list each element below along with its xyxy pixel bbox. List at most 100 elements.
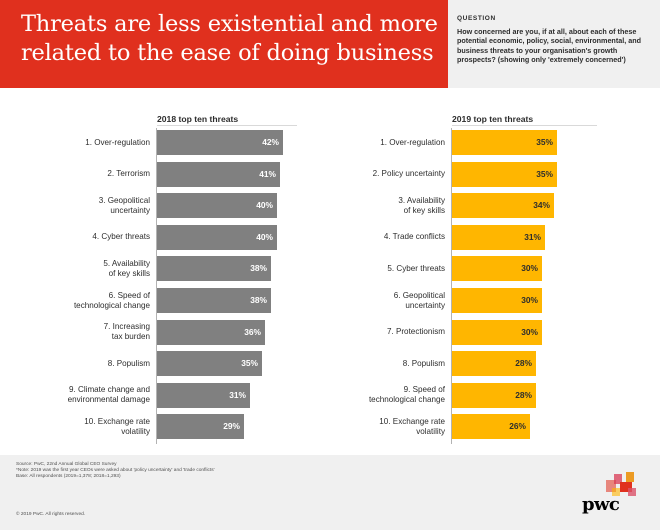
bar: 42% [157,130,283,155]
question-label: QUESTION [457,15,496,22]
category-label-line: 5. Cyber threats [387,263,445,273]
chart-title: 2018 top ten threats [157,114,239,124]
footer-source: Source: PwC, 22nd Annual Global CEO Surv… [16,462,117,467]
category-label: 6. Speed of technological change [74,291,150,311]
data-label: 35% [241,358,258,369]
category-label: 2. Terrorism [107,169,150,179]
category-label-line: 8. Populism [107,358,150,368]
bar: 41% [157,161,280,187]
footer-base: Base: All respondents (2019=1,378; 2018=… [16,474,121,479]
category-label-line: environmental damage [67,395,150,405]
category-label-line: volatility [416,426,445,436]
category-label: 9. Climate change and environmental damag… [68,385,150,405]
data-label: 31% [229,389,246,400]
bar: 38% [157,288,271,313]
bar: 35% [157,351,262,377]
bar: 35% [452,161,557,187]
data-label: 40% [256,200,273,211]
question-panel: QUESTION How concerned are you, if at al… [448,0,660,88]
category-label-line: 2. Policy uncertainty [372,169,445,179]
category-label: 5. Availability of key skills [103,259,150,279]
category-label: 1. Over-regulation [380,138,445,148]
category-label: 7. Protectionism [387,327,445,337]
bar: 30% [452,319,542,345]
category-label-line: technological change [73,300,150,310]
category-label: 2. Policy uncertainty [373,169,445,179]
category-label-line: 5. Availability [103,258,150,268]
footer-note: *Note: 2019 was the first year CEOs were… [16,468,215,473]
data-label: 34% [533,200,550,211]
bar: 40% [157,193,277,219]
data-label: 30% [521,263,538,274]
bar: 31% [157,382,250,408]
data-label: 36% [244,326,261,337]
category-label-line: volatility [121,426,150,436]
category-axis [156,128,157,444]
category-label-line: 6. Speed of [108,290,150,300]
category-label-line: of key skills [108,268,150,278]
data-label: 41% [259,168,276,179]
bar: 30% [452,288,542,313]
copyright: © 2019 PwC. All rights reserved. [16,512,86,517]
bar: 28% [452,382,536,408]
category-label-line: 8. Populism [402,358,445,368]
footer-notes: Source: PwC, 22nd Annual Global CEO Surv… [16,462,215,480]
pwc-logo-text: pwc [582,494,620,515]
bar: 26% [452,414,530,440]
category-label-line: 9. Climate change and [69,385,150,395]
footer: Source: PwC, 22nd Annual Global CEO Surv… [0,455,660,530]
data-label: 38% [250,263,267,274]
category-label-line: tax burden [111,332,150,342]
data-label: 35% [536,137,553,147]
category-label-line: technological change [368,395,445,405]
category-label: 10. Exchange rate volatility [84,417,150,437]
category-label-line: of key skills [403,205,445,215]
bar: 31% [452,224,545,250]
category-label: 7. Increasing tax burden [104,322,150,342]
data-label: 28% [515,358,532,369]
bar: 34% [452,193,554,219]
category-label: 9. Speed of technological change [369,385,445,405]
category-label-line: 1. Over-regulation [85,137,150,147]
category-label-line: 10. Exchange rate [84,416,150,426]
category-label: 4. Trade conflicts [384,232,445,242]
chart-title-rule [452,125,597,126]
category-label-line: 10. Exchange rate [379,416,445,426]
data-label: 35% [536,168,553,179]
bar: 36% [157,319,265,345]
category-label-line: 2. Terrorism [107,169,150,179]
category-label-line: 4. Trade conflicts [383,232,445,242]
category-label: 3. Geopolitical uncertainty [99,196,150,216]
category-label: 8. Populism [403,359,445,369]
bar: 35% [452,130,557,155]
page-title: Threats are less existential and more re… [21,11,438,66]
category-label-line: 1. Over-regulation [380,137,445,147]
category-label: 10. Exchange rate volatility [379,417,445,437]
category-label-line: uncertainty [405,300,445,310]
category-label-line: 3. Geopolitical [98,195,150,205]
question-text: How concerned are you, if at all, about … [457,27,641,65]
category-label: 1. Over-regulation [85,138,150,148]
data-label: 38% [250,295,267,305]
category-label-line: 4. Cyber threats [92,232,150,242]
category-label: 3. Availability of key skills [398,196,445,216]
category-label-line: 9. Speed of [403,385,445,395]
data-label: 28% [515,389,532,400]
data-label: 30% [521,326,538,337]
category-label: 8. Populism [108,359,150,369]
category-label-line: 7. Protectionism [386,327,445,337]
category-label: 6. Geopolitical uncertainty [394,291,445,311]
bar: 28% [452,351,536,377]
data-label: 30% [521,295,538,305]
data-label: 29% [223,421,240,432]
chart-title-rule [157,125,297,126]
bar: 29% [157,414,244,440]
category-axis [451,128,452,444]
category-label-line: 7. Increasing [103,322,150,332]
category-label-line: 6. Geopolitical [393,290,445,300]
bar: 40% [157,224,277,250]
bar: 30% [452,256,542,282]
data-label: 26% [509,421,526,432]
category-label: 5. Cyber threats [387,264,445,274]
category-label-line: 3. Availability [398,195,445,205]
